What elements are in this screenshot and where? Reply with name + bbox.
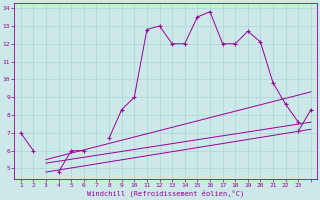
X-axis label: Windchill (Refroidissement éolien,°C): Windchill (Refroidissement éolien,°C) — [87, 190, 244, 197]
